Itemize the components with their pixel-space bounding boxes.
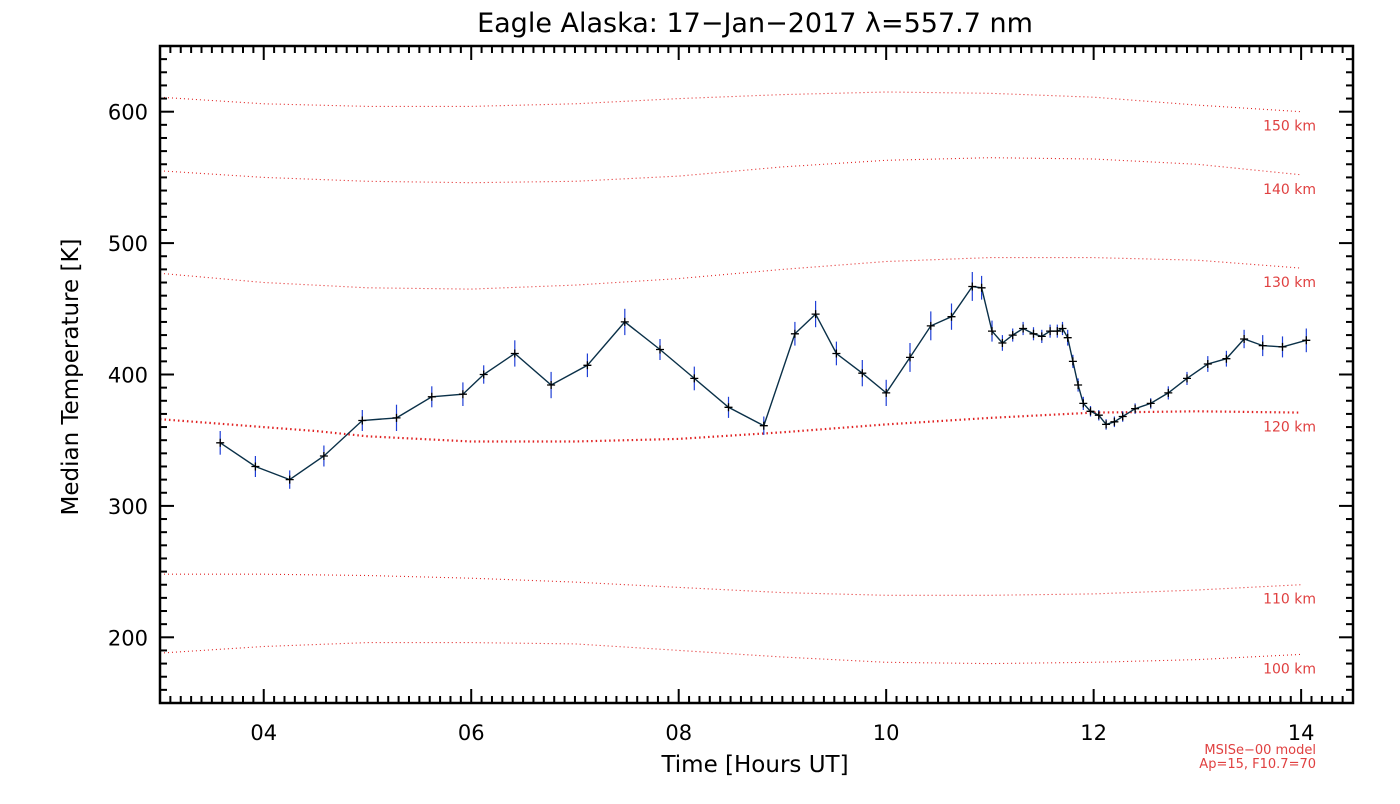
data-point [1079,399,1088,408]
data-point [392,413,401,422]
data-point [1131,404,1140,413]
data-point [1146,399,1155,408]
y-tick-label: 300 [108,495,148,519]
model-curve-label-140-km: 140 km [1263,182,1316,198]
model-curve-140-km [159,157,1302,184]
data-point [1258,341,1267,350]
data-point [1074,381,1083,389]
data-point [1029,329,1038,338]
model-curve-label-130-km: 130 km [1263,275,1316,291]
data-point [1063,333,1072,342]
chart-title: Eagle Alaska: 17−Jan−2017 λ=557.7 nm [477,8,1033,39]
data-point [724,403,733,412]
temperature-series-line [219,285,1307,481]
data-point [358,416,367,425]
data-point [811,310,820,319]
model-curve-label-110-km: 110 km [1263,592,1316,608]
data-point [998,339,1007,347]
data-point [1008,331,1017,340]
data-point [1302,336,1311,345]
data-point [1037,332,1046,341]
x-tick-label: 06 [458,721,485,745]
plot-frame [158,44,1355,705]
y-tick-label: 400 [108,364,148,388]
model-annotation-line-2: Ap=15, F10.7=70 [1199,757,1316,772]
y-axis-label: Median Temperature [K] [58,239,84,516]
data-point [690,374,699,383]
data-point [1094,411,1103,420]
data-point [1240,335,1249,343]
model-curve-100-km [159,642,1302,665]
data-point [759,421,768,430]
data-point [427,392,436,401]
data-point [479,370,488,379]
data-point [1019,324,1028,333]
data-point [832,349,841,358]
data-point [458,390,467,399]
data-point [1053,327,1062,336]
data-point [251,462,260,471]
y-tick-label: 500 [108,232,148,256]
data-point [1086,407,1095,416]
data-point [1102,420,1111,429]
data-point [285,475,294,484]
x-tick-label: 14 [1288,721,1315,745]
data-point [510,349,519,358]
x-tick-label: 12 [1080,721,1107,745]
data-point [926,321,935,330]
data-point [906,353,914,362]
data-point [1058,324,1067,333]
data-point [1183,374,1191,383]
data-point [1164,388,1173,397]
data-point [1068,357,1077,366]
model-curve-110-km [160,573,1302,596]
data-point [620,317,629,326]
data-point [1278,342,1287,351]
data-point [1203,360,1212,368]
data-point [319,452,328,460]
data-point [858,369,867,378]
model-curve-150-km [159,91,1302,113]
data-point [968,282,977,291]
model-curve-label-100-km: 100 km [1263,661,1316,677]
data-point [1110,417,1119,426]
model-curve-130-km [159,257,1302,290]
model-annotation-line-1: MSISe−00 model [1204,743,1316,758]
data-point [947,312,956,321]
data-point [216,438,225,447]
data-point [656,345,664,354]
x-tick-label: 04 [250,721,277,745]
data-point [1118,412,1127,421]
y-tick-label: 200 [108,626,148,650]
x-tick-label: 10 [873,721,900,745]
x-axis-label: Time [Hours UT] [660,752,848,778]
data-point [882,388,891,397]
model-curve-label-120-km: 120 km [1263,420,1316,436]
data-point [988,327,996,336]
y-tick-label: 600 [108,101,148,125]
x-tick-label: 08 [665,721,692,745]
data-point [977,283,986,292]
data-point [583,361,592,370]
data-point [1046,327,1055,336]
data-point [1222,354,1231,363]
data-point [547,381,556,389]
model-curve-120-km [159,410,1302,443]
model-curve-label-150-km: 150 km [1263,119,1316,135]
data-point [790,329,799,338]
